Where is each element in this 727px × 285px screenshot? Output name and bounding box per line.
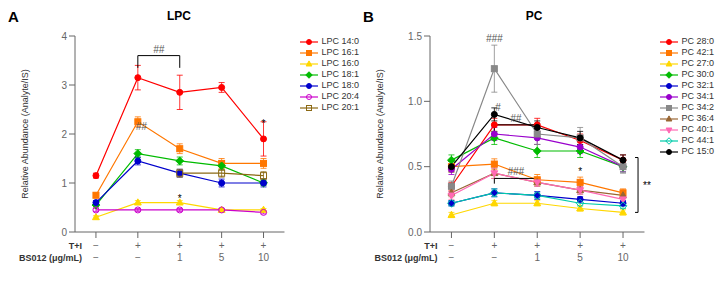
svg-text:#: # (495, 102, 501, 113)
svg-text:0.5: 0.5 (408, 161, 422, 172)
svg-text:3: 3 (61, 80, 67, 91)
svg-text:0: 0 (61, 227, 67, 238)
svg-text:1: 1 (534, 252, 540, 263)
svg-text:T+I: T+I (424, 241, 437, 251)
html-text:LPC 14:0: LPC 14:0 (321, 36, 359, 46)
svg-text:−: − (135, 252, 141, 263)
svg-text:−: − (449, 240, 455, 251)
html-text:PC 32:1: PC 32:1 (681, 80, 714, 90)
svg-text:+: + (620, 240, 626, 251)
html-text:LPC: LPC (167, 9, 191, 23)
html-text:LPC 20:1: LPC 20:1 (321, 102, 359, 112)
html-text:PC 44:1: PC 44:1 (681, 135, 714, 145)
html-text:LPC 16:1: LPC 16:1 (321, 47, 359, 57)
svg-text:−: − (93, 240, 99, 251)
html-text:PC 34:1: PC 34:1 (681, 91, 714, 101)
svg-text:##: ## (510, 113, 522, 124)
html-text:LPC 20:4: LPC 20:4 (321, 91, 359, 101)
svg-text:1.0: 1.0 (408, 96, 422, 107)
svg-text:−: − (449, 252, 455, 263)
svg-text:5: 5 (577, 252, 583, 263)
html-text:LPC 18:0: LPC 18:0 (321, 80, 359, 90)
svg-text:+: + (219, 240, 225, 251)
html-text:PC 42:1: PC 42:1 (681, 47, 714, 57)
svg-text:0.0: 0.0 (408, 227, 422, 238)
svg-text:**: ** (643, 180, 651, 191)
svg-text:BS012 (μg/mL): BS012 (μg/mL) (19, 253, 82, 263)
html-text:PC 30:0: PC 30:0 (681, 69, 714, 79)
svg-text:BS012 (μg/mL): BS012 (μg/mL) (374, 253, 437, 263)
svg-text:*: * (262, 118, 266, 129)
svg-text:+: + (261, 240, 267, 251)
svg-text:10: 10 (258, 252, 270, 263)
svg-text:+: + (177, 240, 183, 251)
svg-text:###: ### (507, 166, 524, 177)
html-text:PC 27:0: PC 27:0 (681, 58, 714, 68)
svg-text:+: + (577, 240, 583, 251)
svg-text:###: ### (486, 33, 503, 44)
svg-text:##: ## (136, 121, 148, 132)
html-text:B: B (363, 8, 374, 25)
svg-text:−: − (491, 252, 497, 263)
svg-text:4: 4 (61, 31, 67, 42)
svg-text:5: 5 (219, 252, 225, 263)
svg-text:+: + (491, 240, 497, 251)
html-text:PC: PC (525, 9, 543, 23)
svg-text:−: − (93, 252, 99, 263)
html-text:PC 34:2: PC 34:2 (681, 102, 714, 112)
html-text:PC 36:4: PC 36:4 (681, 113, 714, 123)
html-text:PC 28:0: PC 28:0 (681, 36, 714, 46)
svg-text:1: 1 (61, 178, 67, 189)
html-text:LPC 16:0: LPC 16:0 (321, 58, 359, 68)
svg-text:1.5: 1.5 (408, 31, 422, 42)
html-text:A: A (8, 8, 19, 25)
svg-text:1: 1 (177, 252, 183, 263)
svg-text:##: ## (153, 44, 165, 55)
svg-text:2: 2 (61, 129, 67, 140)
svg-text:Relative Abundance (Analyte/IS: Relative Abundance (Analyte/IS) (375, 69, 385, 199)
svg-text:10: 10 (617, 252, 629, 263)
svg-text:+: + (135, 240, 141, 251)
svg-text:Relative Abundance (Analyte/IS: Relative Abundance (Analyte/IS) (20, 69, 30, 199)
svg-text:+: + (534, 240, 540, 251)
html-text:PC 40:1: PC 40:1 (681, 124, 714, 134)
svg-text:*: * (578, 166, 582, 177)
svg-text:T+I: T+I (69, 241, 82, 251)
svg-text:*: * (178, 193, 182, 204)
html-text:PC 15:0: PC 15:0 (681, 146, 714, 156)
html-text:LPC 18:1: LPC 18:1 (321, 69, 359, 79)
